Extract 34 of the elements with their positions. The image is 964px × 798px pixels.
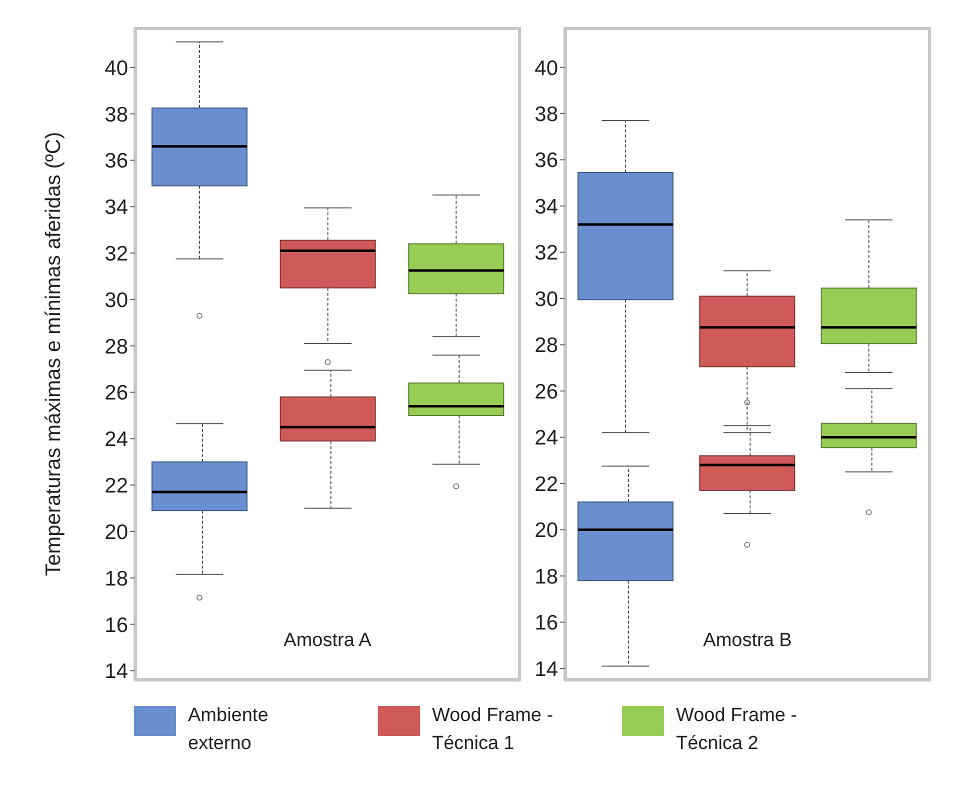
text: Wood Frame - Técnica 1 [432, 704, 554, 756]
y-tick-label: 36 [104, 150, 128, 173]
y-axis-title: Temperaturas máximas e mínimas aferidas (ºC) [41, 132, 66, 576]
y-tick-label: 24 [104, 428, 128, 452]
y-tick-label: 30 [104, 288, 128, 312]
y-tick-label: 40 [104, 56, 128, 80]
y-tick-label: 20 [104, 520, 128, 544]
y-tick-label: 38 [104, 103, 128, 126]
y-tick-label: 28 [104, 335, 128, 358]
text: Wood Frame - Técnica 2 [676, 704, 798, 756]
y-tick-label: 20 [534, 519, 558, 542]
y-tick-label: 22 [534, 472, 558, 496]
y-tick-label: 16 [104, 614, 128, 637]
annotation: Amostra B [702, 630, 793, 652]
y-tick-label: 30 [534, 288, 558, 311]
y-tick-label: 14 [104, 660, 128, 684]
y-tick-label: 34 [534, 195, 558, 218]
y-tick-label: 18 [534, 565, 558, 588]
y-tick-label: 32 [104, 242, 128, 266]
y-tick-label: 32 [534, 242, 558, 265]
y-tick-label: 16 [534, 612, 558, 635]
y-tick-label: 24 [534, 426, 558, 450]
y-tick-label: 36 [534, 149, 558, 172]
y-tick-label: 40 [534, 56, 558, 80]
y-tick-label: 26 [104, 382, 128, 405]
annotation: Amostra A [282, 630, 372, 652]
y-tick-label: 22 [104, 474, 128, 498]
y-tick-label: 14 [534, 658, 558, 681]
y-tick-label: 18 [104, 567, 128, 590]
y-tick-label: 28 [534, 334, 558, 358]
y-tick-label: 34 [104, 196, 128, 220]
y-tick-label: 26 [534, 380, 558, 404]
y-tick-label: 38 [534, 103, 558, 126]
text: Ambiente externo [188, 704, 270, 756]
